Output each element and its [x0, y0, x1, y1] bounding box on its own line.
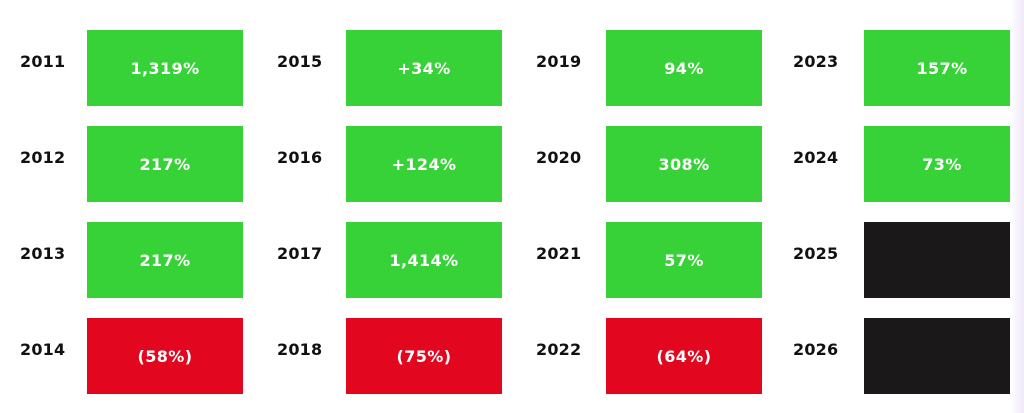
- right-edge-fade: [1010, 0, 1024, 413]
- year-label: 2012: [20, 148, 66, 167]
- year-label: 2013: [20, 244, 66, 263]
- return-cell-positive: 1,414%: [346, 222, 502, 298]
- year-label: 2026: [793, 340, 839, 359]
- return-cell-pending: [864, 222, 1020, 298]
- year-label: 2023: [793, 52, 839, 71]
- return-cell-positive: 308%: [606, 126, 762, 202]
- return-cell-positive: 1,319%: [87, 30, 243, 106]
- return-cell-positive: 157%: [864, 30, 1020, 106]
- return-cell-negative: (58%): [87, 318, 243, 394]
- year-label: 2019: [536, 52, 582, 71]
- year-label: 2021: [536, 244, 582, 263]
- return-cell-positive: 217%: [87, 222, 243, 298]
- return-cell-negative: (75%): [346, 318, 502, 394]
- year-label: 2020: [536, 148, 582, 167]
- year-label: 2017: [277, 244, 323, 263]
- return-cell-positive: 57%: [606, 222, 762, 298]
- year-label: 2018: [277, 340, 323, 359]
- year-label: 2025: [793, 244, 839, 263]
- year-label: 2024: [793, 148, 839, 167]
- year-label: 2022: [536, 340, 582, 359]
- year-label: 2016: [277, 148, 323, 167]
- year-label: 2015: [277, 52, 323, 71]
- return-cell-positive: 73%: [864, 126, 1020, 202]
- return-cell-positive: +34%: [346, 30, 502, 106]
- return-cell-positive: 94%: [606, 30, 762, 106]
- return-cell-positive: +124%: [346, 126, 502, 202]
- return-cell-pending: [864, 318, 1020, 394]
- year-label: 2011: [20, 52, 66, 71]
- return-cell-positive: 217%: [87, 126, 243, 202]
- year-label: 2014: [20, 340, 66, 359]
- return-cell-negative: (64%): [606, 318, 762, 394]
